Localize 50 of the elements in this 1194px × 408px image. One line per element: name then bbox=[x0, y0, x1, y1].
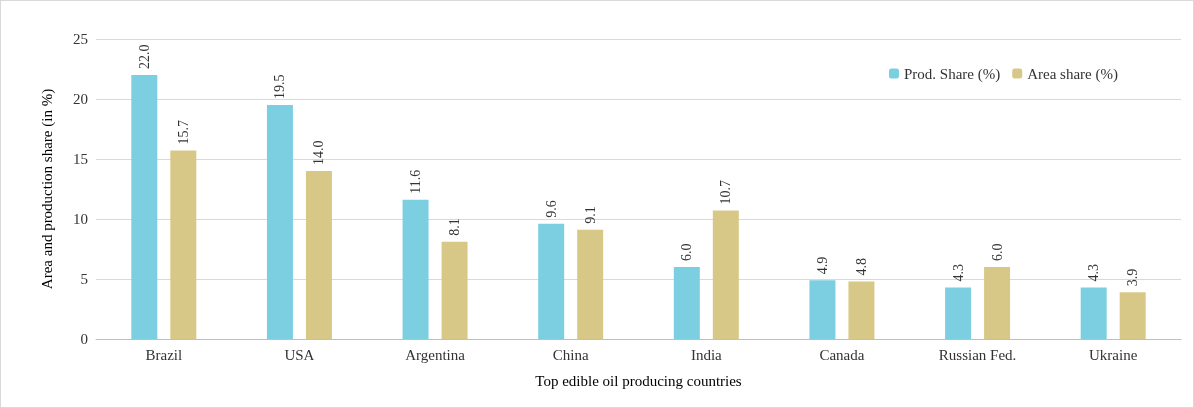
bar bbox=[266, 105, 293, 339]
bar bbox=[441, 241, 468, 339]
bar bbox=[577, 229, 604, 339]
text: 4.3 bbox=[950, 263, 966, 282]
text: 3.9 bbox=[1125, 268, 1141, 287]
text: 19.5 bbox=[272, 74, 288, 99]
text: 14.0 bbox=[311, 140, 327, 165]
text: 6.0 bbox=[679, 243, 695, 261]
x-tick-label: USA bbox=[284, 346, 315, 363]
bar bbox=[170, 150, 197, 339]
x-tick-label: Ukraine bbox=[1089, 346, 1138, 363]
y-tick-label: 5 bbox=[80, 271, 88, 287]
x-tick-label: Canada bbox=[819, 346, 865, 363]
legend-label: Area share (%) bbox=[1027, 65, 1118, 83]
bar bbox=[673, 267, 700, 339]
y-tick-label: 25 bbox=[73, 31, 88, 47]
y-tick-label: 10 bbox=[73, 211, 88, 227]
bar bbox=[1119, 292, 1146, 339]
bar bbox=[848, 281, 875, 339]
bar bbox=[1080, 287, 1107, 339]
text: 4.8 bbox=[853, 257, 869, 276]
text: 9.1 bbox=[582, 206, 598, 224]
y-tick-label: 15 bbox=[73, 151, 88, 167]
x-tick-label: India bbox=[690, 346, 723, 363]
text: 4.9 bbox=[814, 256, 830, 275]
y-axis-title: Area and production share (in %) bbox=[38, 88, 56, 290]
bar bbox=[984, 267, 1011, 339]
text: 10.7 bbox=[718, 180, 734, 205]
bar bbox=[712, 210, 739, 339]
x-axis-title: Top edible oil producing countries bbox=[535, 372, 742, 389]
x-tick-label: China bbox=[552, 346, 589, 363]
text: 6.0 bbox=[989, 243, 1005, 261]
bar bbox=[131, 75, 158, 339]
x-tick-label: Russian Fed. bbox=[938, 346, 1017, 363]
x-tick-label: Brazil bbox=[145, 346, 183, 363]
text: 4.3 bbox=[1086, 263, 1102, 282]
bar bbox=[538, 223, 565, 339]
bar bbox=[809, 280, 836, 339]
bar bbox=[402, 199, 429, 339]
text: 15.7 bbox=[175, 120, 191, 145]
text: 8.1 bbox=[447, 218, 463, 236]
text: 11.6 bbox=[408, 169, 424, 194]
text: 9.6 bbox=[543, 200, 559, 218]
bar bbox=[945, 287, 972, 339]
text: 22.0 bbox=[136, 44, 152, 69]
y-tick-label: 0 bbox=[80, 331, 88, 347]
bar bbox=[305, 171, 332, 339]
y-tick-label: 20 bbox=[73, 91, 88, 107]
x-tick-label: Argentina bbox=[405, 346, 466, 363]
legend-label: Prod. Share (%) bbox=[904, 65, 1001, 83]
